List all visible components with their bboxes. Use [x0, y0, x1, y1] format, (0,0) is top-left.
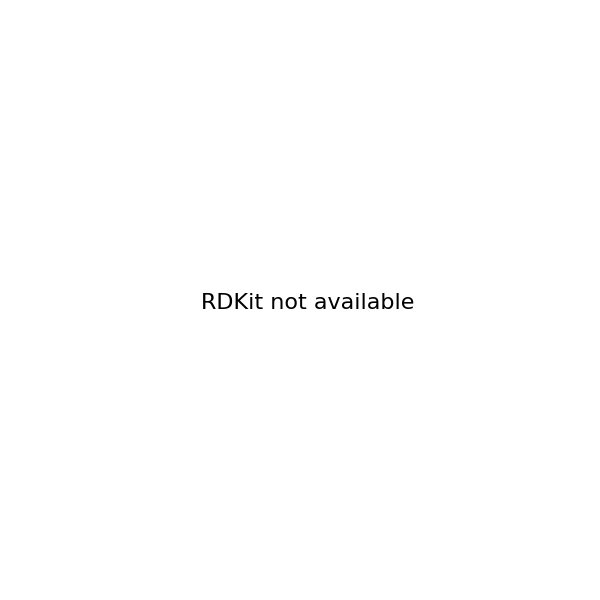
Text: RDKit not available: RDKit not available	[201, 293, 414, 313]
